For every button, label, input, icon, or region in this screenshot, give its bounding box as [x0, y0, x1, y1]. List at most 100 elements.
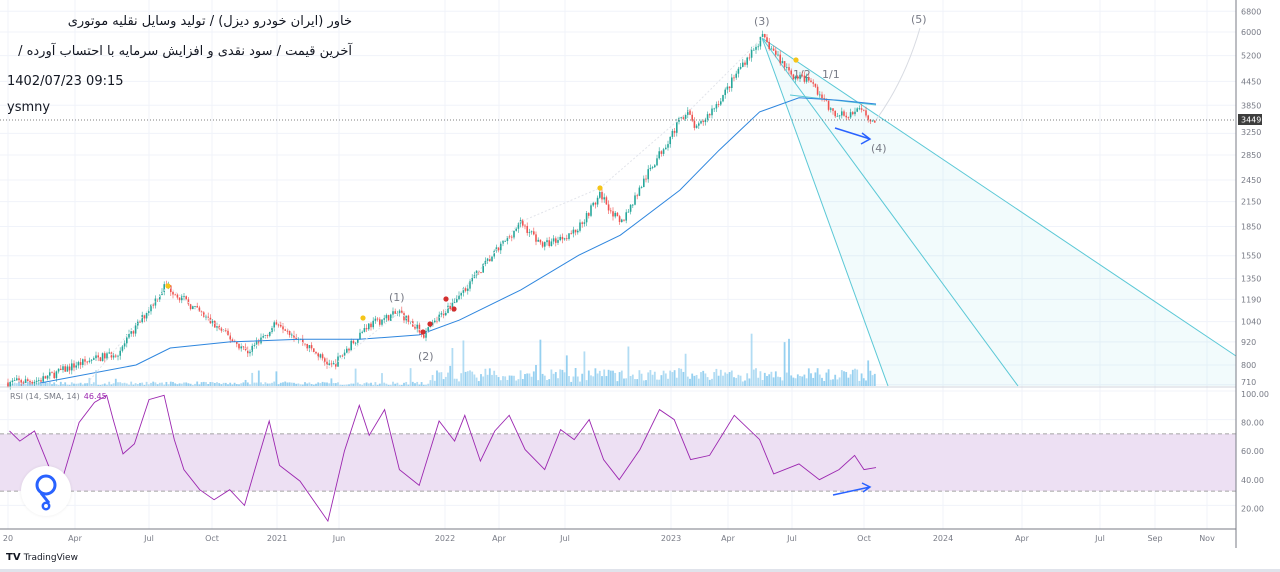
- candle-body: [583, 222, 586, 224]
- price-axis[interactable]: 6800 6000 5200 4450 3850 3250 2850 2450 2150 1850…: [1241, 7, 1261, 387]
- volume-bar: [275, 371, 278, 386]
- candle-body: [403, 313, 405, 321]
- candle-body: [869, 119, 872, 122]
- candle-body: [365, 328, 368, 330]
- rsi-name: RSI (14, SMA, 14): [10, 392, 80, 401]
- volume-bar: [323, 382, 326, 386]
- volume-bar: [37, 383, 40, 386]
- volume-bar: [396, 382, 399, 386]
- candle-body: [827, 100, 830, 110]
- volume-bar: [273, 381, 276, 386]
- volume-bar: [871, 375, 874, 386]
- candle-body: [370, 323, 372, 328]
- candle-body: [418, 324, 421, 333]
- volume-bar: [244, 379, 247, 386]
- candle-body: [49, 372, 51, 376]
- volume-bar: [869, 370, 872, 386]
- candle-body: [326, 361, 328, 365]
- candle-body: [253, 345, 256, 346]
- volume-bar: [557, 378, 559, 386]
- price-tick-label: 920: [1241, 338, 1256, 347]
- candle-body: [154, 298, 157, 306]
- candle-body: [667, 144, 669, 148]
- candle-body: [93, 358, 95, 360]
- volume-bar: [117, 382, 119, 386]
- time-tick-label: Oct: [205, 534, 219, 543]
- arrows[interactable]: [832, 127, 872, 496]
- rsi-axis[interactable]: 100.00 80.00 60.00 40.00 20.00: [1241, 390, 1269, 513]
- fan-line-lower[interactable]: [761, 37, 889, 387]
- rsi-arrow[interactable]: [832, 482, 872, 496]
- candle-body: [863, 109, 865, 111]
- candle-body: [51, 372, 53, 374]
- candle-body: [808, 77, 810, 81]
- volume-bar: [779, 377, 782, 386]
- volume-bar: [590, 375, 592, 386]
- volume-bar: [631, 374, 634, 386]
- volume-bar: [788, 338, 790, 386]
- candle-body: [79, 362, 82, 365]
- candle-body: [616, 212, 619, 217]
- candle-body: [621, 219, 623, 222]
- candle-body: [810, 80, 812, 83]
- volume-bar: [574, 368, 577, 386]
- fan-line-middle[interactable]: [761, 37, 1019, 387]
- volume-bar: [169, 381, 172, 386]
- volume-bar: [559, 369, 562, 386]
- volume-bar: [121, 383, 124, 386]
- price-tick-label: 710: [1241, 378, 1256, 387]
- candle-body: [170, 285, 172, 293]
- candle-body: [354, 342, 357, 344]
- volume-bar: [473, 374, 476, 386]
- fan-label-full: 1/1: [822, 68, 840, 81]
- candle-body: [187, 299, 190, 305]
- candle-body: [744, 62, 746, 65]
- time-tick-label: Nov: [1199, 534, 1215, 543]
- price-tick-label: 3250: [1241, 128, 1261, 137]
- candle-body: [66, 366, 69, 372]
- volume-bar: [268, 383, 271, 386]
- volume-bar: [407, 384, 410, 386]
- time-axis[interactable]: 20 Apr Jul Oct 2021 Jun 2022 Apr Jul 2023 Apr Jul Oc…: [3, 534, 1215, 543]
- tradingview-footer[interactable]: TV TradingView: [6, 552, 78, 563]
- candle-body: [676, 121, 678, 133]
- candle-body: [759, 36, 762, 47]
- candle-body: [761, 34, 764, 37]
- fan-line-upper[interactable]: [761, 37, 1237, 357]
- volume-bar: [524, 374, 526, 386]
- candle-body: [788, 67, 790, 71]
- volume-bar: [838, 377, 841, 386]
- candle-body: [874, 120, 876, 123]
- candle-body: [372, 320, 374, 328]
- candle-body: [561, 236, 564, 240]
- price-tick-label: 1550: [1241, 252, 1261, 261]
- fan-drawing[interactable]: 1/2 1/1: [761, 37, 1237, 387]
- volume-bar: [673, 370, 676, 386]
- candle-body: [860, 108, 863, 110]
- candle-body: [702, 121, 704, 123]
- volume-bar: [68, 384, 71, 386]
- candle-body: [856, 108, 858, 112]
- volume-bar: [752, 369, 755, 386]
- volume-bar: [194, 383, 196, 386]
- volume-bar: [697, 378, 700, 386]
- volume-bar: [161, 382, 163, 386]
- volume-bar: [431, 374, 434, 386]
- candle-body: [339, 355, 341, 357]
- wave-label-2: (2): [418, 350, 434, 363]
- candle-body: [9, 382, 11, 387]
- volume-bar: [829, 379, 832, 386]
- candle-body: [867, 115, 869, 120]
- volume-bar: [319, 383, 322, 386]
- candle-body: [698, 123, 700, 126]
- price-arrow[interactable]: [834, 127, 872, 145]
- rsi-legend[interactable]: RSI (14, SMA, 14) 46.45: [10, 392, 107, 401]
- candle-body: [706, 114, 709, 120]
- candle-body: [387, 315, 390, 321]
- volume-bar: [288, 382, 291, 386]
- time-tick-label: 2021: [267, 534, 287, 543]
- volume-bar: [722, 375, 724, 386]
- volume-bar: [816, 368, 819, 386]
- volume-bar: [794, 378, 797, 386]
